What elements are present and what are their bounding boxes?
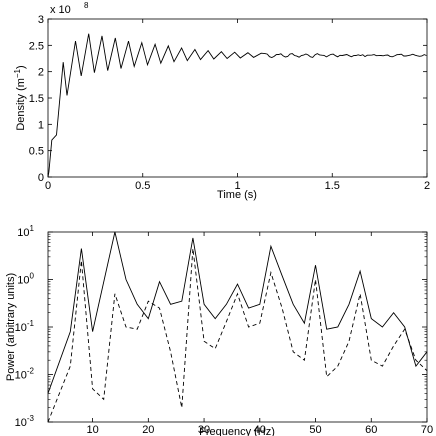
y-tick-label: 1.5: [29, 93, 44, 105]
x-tick-label: 50: [309, 424, 321, 436]
x-tick-label: 30: [198, 424, 210, 436]
y-axis-label-main: Density (m: [15, 78, 27, 131]
x-axis-label: Frequency (Hz): [199, 426, 275, 436]
y-tick-base: 10: [17, 275, 29, 287]
x-tick-label: 0: [45, 180, 51, 192]
x-tick-label: 10: [86, 424, 98, 436]
y-tick-label: 1: [38, 119, 44, 131]
y-scale-exponent: 8: [84, 1, 89, 10]
y-tick-label: 2: [38, 67, 44, 79]
y-tick-exponent: -1: [27, 319, 35, 328]
y-tick-exponent: 0: [30, 272, 35, 281]
y-axis-label-end: ): [15, 65, 27, 69]
y-axis-label: Power (arbitrary units): [5, 273, 17, 381]
x-tick-label: 1.5: [325, 180, 340, 192]
density-series-line: [47, 33, 427, 178]
y-tick-label: 3: [38, 14, 44, 26]
y-tick-base: 10: [15, 370, 27, 382]
plot-area-frame: [47, 18, 428, 178]
y-tick-label: 0: [38, 172, 44, 184]
y-tick-exponent: -2: [27, 367, 35, 376]
power-series-solid-line: [47, 231, 428, 394]
power-series-dashed-line: [47, 248, 428, 423]
plot-area-frame: [47, 231, 428, 423]
y-tick-base: 10: [17, 227, 29, 239]
series-group: [47, 33, 427, 178]
y-tick-base: 10: [15, 322, 27, 334]
x-tick-label: 2: [424, 180, 430, 192]
x-tick-label: 70: [421, 424, 433, 436]
y-tick-label: 10-3: [15, 414, 35, 429]
y-tick-label: 10-1: [15, 319, 35, 334]
y-tick-base: 10: [15, 417, 27, 429]
y-scale-label: x 10: [50, 4, 71, 16]
density-time-panel: 0 0.5 1 1.5 2 0 0.5 1 1.5 2 2.5 3 x 10 8 Time (s) D…: [13, 1, 430, 201]
y-axis-label: Density (m−1): [13, 65, 27, 130]
y-tick-label: 101: [17, 224, 34, 239]
y-axis-label-sup: −1: [13, 68, 22, 78]
y-tick-label: 2.5: [29, 40, 44, 52]
y-tick-label: 100: [17, 272, 34, 287]
x-tick-label: 40: [254, 424, 266, 436]
y-tick-exponent: -3: [27, 414, 35, 423]
y-tick-label: 0.5: [29, 146, 44, 158]
y-tick-label: 10-2: [15, 367, 35, 382]
x-tick-label: 60: [365, 424, 377, 436]
x-axis-label: Time (s): [217, 189, 257, 201]
axis-ticks: 0 0.5 1 1.5 2 0 0.5 1 1.5 2 2.5 3: [29, 14, 430, 192]
series-group: [47, 231, 428, 423]
x-tick-label: 1: [234, 180, 240, 192]
y-tick-exponent: 1: [30, 224, 35, 233]
x-tick-label: 20: [142, 424, 154, 436]
x-tick-label: 0.5: [135, 180, 150, 192]
